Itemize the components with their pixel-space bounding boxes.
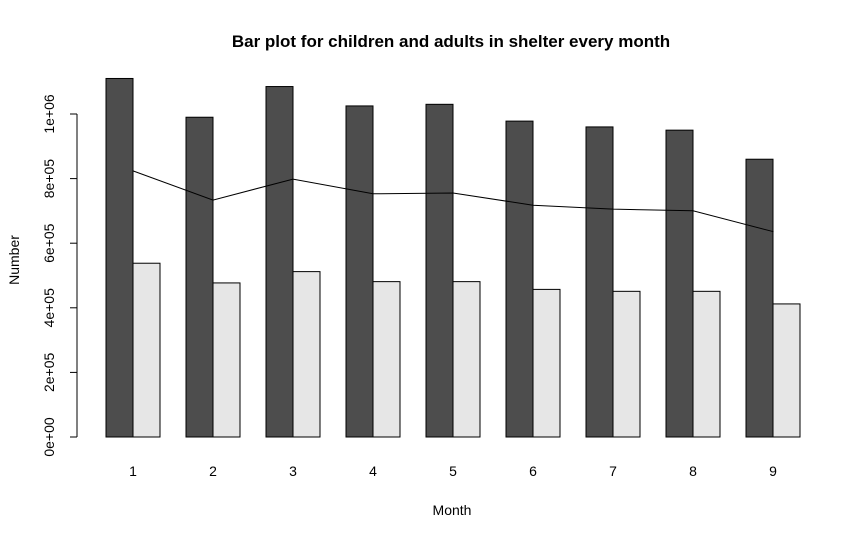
x-tick-label: 5 [449,463,457,479]
bar-month-9-series-1 [745,158,774,438]
y-tick-label: 8e+05 [41,159,57,199]
bar-month-2-series-2 [212,282,241,438]
line-point-month-8 [692,210,694,212]
y-tick-label: 4e+05 [41,288,57,328]
line-point-month-1 [132,170,134,172]
x-tick-label: 6 [529,463,537,479]
x-tick-label: 1 [129,463,137,479]
y-tick-label: 6e+05 [41,223,57,263]
chart-title: Bar plot for children and adults in shel… [232,32,670,51]
line-point-month-5 [452,192,454,194]
y-tick-label: 0e+00 [41,417,57,457]
line-group [132,170,774,233]
x-tick-label: 4 [369,463,377,479]
bar-month-7-series-2 [612,290,641,438]
bar-month-7-series-1 [585,126,614,438]
bar-month-9-series-2 [772,303,801,438]
line-point-month-7 [612,208,614,210]
bar-month-8-series-1 [665,129,694,438]
x-tick-label: 9 [769,463,777,479]
bar-month-5-series-2 [452,281,481,438]
bar-month-1-series-2 [132,262,161,438]
bar-month-5-series-1 [425,103,454,438]
y-tick-label: 2e+05 [41,353,57,393]
bar-month-3-series-2 [292,271,321,438]
line-point-month-6 [532,204,534,206]
bar-month-3-series-1 [265,86,294,438]
bar-month-8-series-2 [692,290,721,438]
bar-month-4-series-2 [372,281,401,438]
x-tick-label: 7 [609,463,617,479]
y-axis: 0e+00 2e+05 4e+05 6e+05 8e+05 1e+06 [41,94,78,457]
x-tick-label: 2 [209,463,217,479]
bar-month-4-series-1 [345,105,374,438]
bar-month-1-series-1 [105,77,134,438]
bars-group [105,77,801,438]
y-axis-label: Number [6,235,22,285]
y-tick-label: 1e+06 [41,94,57,134]
x-axis: 1 2 3 4 5 6 7 8 9 [129,463,777,479]
line-point-month-2 [212,199,214,201]
x-tick-label: 8 [689,463,697,479]
line-point-month-3 [292,178,294,180]
bar-month-6-series-2 [532,288,561,438]
bar-month-2-series-1 [185,116,214,438]
line-point-month-4 [372,193,374,195]
x-axis-label: Month [433,502,472,518]
bar-month-6-series-1 [505,120,534,438]
line-point-month-9 [772,230,774,233]
x-tick-label: 3 [289,463,297,479]
